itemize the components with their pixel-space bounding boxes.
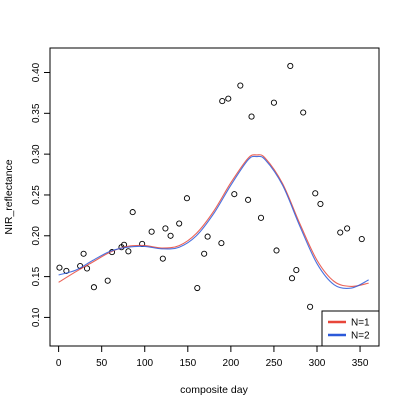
data-point (183, 195, 190, 202)
data-point (104, 277, 111, 284)
x-tick-label: 300 (309, 358, 326, 369)
series-line-n-1 (58, 154, 369, 287)
y-tick-label: 0.15 (31, 266, 42, 286)
data-point (225, 95, 232, 102)
x-tick-label: 200 (223, 358, 240, 369)
data-point (312, 190, 319, 197)
x-tick-label: 250 (266, 358, 283, 369)
data-point (129, 209, 136, 216)
data-point (288, 275, 296, 282)
x-tick-label: 150 (179, 358, 196, 369)
data-point (159, 255, 166, 262)
data-points (56, 62, 365, 310)
data-point (167, 232, 174, 239)
legend-label: N=1 (351, 318, 370, 329)
y-tick-label: 0.10 (31, 307, 42, 327)
data-point (148, 228, 155, 235)
data-point (257, 214, 265, 221)
x-tick-label: 50 (96, 358, 108, 369)
x-tick-label: 350 (352, 358, 369, 369)
data-point (337, 229, 344, 236)
data-point (237, 82, 244, 89)
legend-box (321, 310, 380, 347)
plot-frame (49, 47, 380, 347)
y-tick-label: 0.40 (31, 62, 42, 82)
data-point (358, 235, 365, 243)
data-point (307, 303, 314, 310)
y-tick-label: 0.20 (31, 226, 42, 246)
data-point (125, 248, 132, 255)
y-tick-label: 0.25 (31, 185, 42, 205)
data-point (90, 284, 97, 291)
data-point (56, 264, 63, 271)
y-axis-label: NIR_reflectance (3, 159, 15, 234)
data-point (293, 267, 300, 274)
data-point (162, 225, 169, 232)
data-point (176, 220, 183, 227)
data-point (287, 62, 294, 70)
data-point (317, 200, 324, 207)
x-axis: 0 50 100 150 200 250 300 350 (56, 346, 369, 369)
data-point (194, 284, 201, 292)
data-point (204, 233, 211, 240)
legend: N=1N=2 (321, 310, 380, 347)
data-point (273, 247, 280, 254)
data-point (80, 250, 87, 257)
data-point (248, 113, 255, 120)
x-axis-label: composite day (180, 384, 248, 396)
data-point (218, 240, 225, 247)
data-point (270, 99, 277, 106)
data-point (201, 250, 208, 257)
y-tick-label: 0.35 (31, 103, 42, 123)
series-line-n-2 (58, 155, 369, 289)
data-point (219, 98, 226, 105)
data-point (231, 191, 238, 198)
y-axis: 0.10 0.15 0.20 0.25 0.30 0.35 0.40 (31, 62, 50, 327)
data-point (344, 225, 351, 232)
legend-label: N=2 (351, 331, 370, 342)
x-tick-label: 0 (56, 358, 62, 369)
data-point (245, 196, 252, 203)
data-point (300, 109, 307, 116)
fit-lines (58, 154, 369, 289)
x-tick-label: 100 (136, 358, 153, 369)
y-tick-label: 0.30 (31, 144, 42, 164)
